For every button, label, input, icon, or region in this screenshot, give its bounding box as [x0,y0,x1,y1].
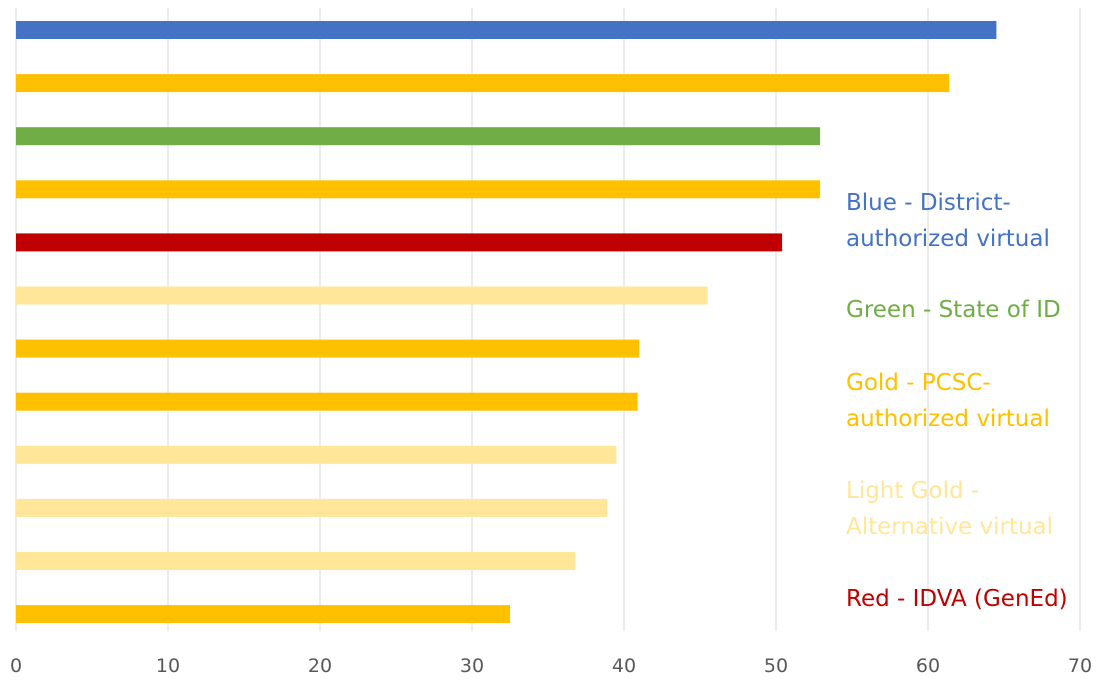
legend-text-3-line-1: Gold - PCSC- [846,370,991,396]
legend-entry-3: Gold - PCSC-authorized virtual [846,370,1050,432]
legend-text-5-line-1: Red - IDVA (GenEd) [846,586,1068,612]
bar-11 [16,552,576,570]
legend-text-1-line-2: authorized virtual [846,226,1050,252]
bar-6 [16,286,708,305]
bar-8 [16,392,638,411]
legend-entry-4: Light Gold - Alternative virtual [846,478,1053,540]
legend-text-4-line-1: Light Gold - [846,478,979,504]
legend-entry-5: Red - IDVA (GenEd) [846,586,1068,612]
legend-text-1-line-1: Blue - District- [846,190,1011,216]
x-tick-label-10: 10 [156,655,180,677]
x-axis-ticks: 0 10 20 30 40 50 60 70 [10,655,1092,677]
bar-12 [16,605,510,624]
x-tick-label-50: 50 [764,655,788,677]
bar-3 [16,127,821,146]
legend: Blue - District-authorized virtual Green … [846,190,1068,612]
x-tick-label-30: 30 [460,655,484,677]
bar-10 [16,498,608,517]
x-tick-label-0: 0 [10,655,22,677]
x-tick-label-40: 40 [612,655,636,677]
bar-9 [16,445,617,464]
legend-text-2-line-1: Green - State of ID [846,297,1061,323]
bar-7 [16,339,640,358]
bar-5 [16,233,783,252]
x-tick-label-60: 60 [916,655,940,677]
bar-4 [16,180,821,199]
bars [16,21,997,624]
bar-1 [16,21,997,39]
gridlines [15,8,1081,631]
x-tick-label-20: 20 [308,655,332,677]
legend-text-4-line-2: Alternative virtual [846,514,1053,540]
legend-entry-1: Blue - District-authorized virtual [846,190,1050,252]
legend-entry-2: Green - State of ID [846,297,1061,323]
x-tick-label-70: 70 [1068,655,1092,677]
legend-text-3-line-2: authorized virtual [846,406,1050,432]
bar-2 [16,74,950,93]
